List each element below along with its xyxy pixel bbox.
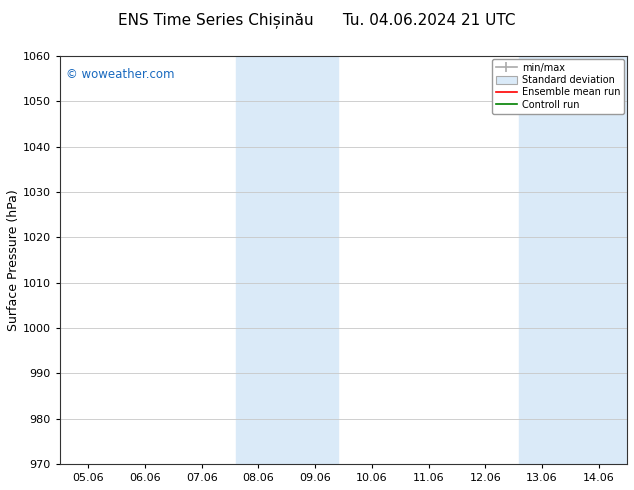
Text: © woweather.com: © woweather.com xyxy=(65,68,174,81)
Bar xyxy=(236,56,338,464)
Text: ENS Time Series Chișinău      Tu. 04.06.2024 21 UTC: ENS Time Series Chișinău Tu. 04.06.2024 … xyxy=(119,12,515,28)
Bar xyxy=(519,56,627,464)
Y-axis label: Surface Pressure (hPa): Surface Pressure (hPa) xyxy=(7,189,20,331)
Legend: min/max, Standard deviation, Ensemble mean run, Controll run: min/max, Standard deviation, Ensemble me… xyxy=(491,59,624,114)
